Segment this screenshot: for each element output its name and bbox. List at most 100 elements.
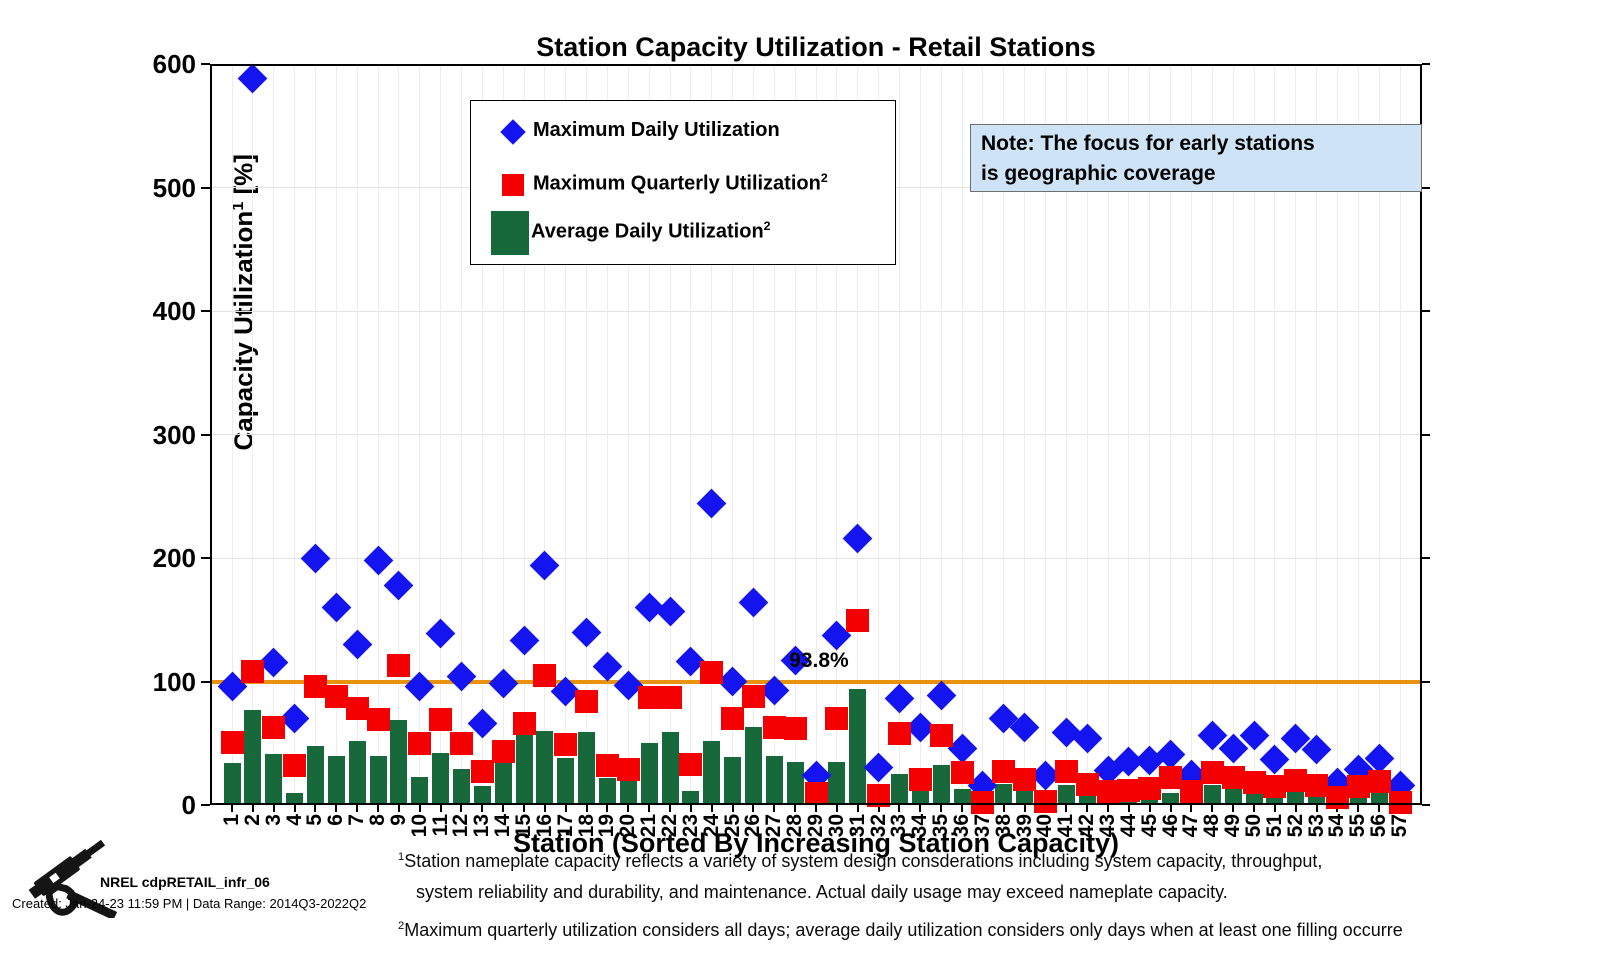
x-tick-station-39 [1023,805,1026,812]
x-tick-station-6 [335,805,338,812]
x-tick-station-48 [1211,805,1214,812]
x-tick-label-station-24: 24 [699,814,723,838]
max-daily-marker-station-7 [342,629,372,660]
v-gridline-station-27 [773,64,775,805]
x-tick-label-station-38: 38 [991,814,1015,838]
x-tick-station-19 [606,805,609,812]
x-tick-station-21 [648,805,651,812]
x-tick-station-38 [1002,805,1005,812]
note-line-1: Note: The focus for early stations [981,132,1315,155]
y-tick-200 [201,557,210,559]
avg-daily-bar-station-50 [1245,792,1263,805]
x-tick-station-8 [377,805,379,812]
max-daily-marker-station-8 [363,545,393,576]
avg-daily-bar-station-22 [661,732,679,805]
v-gridline-station-53 [1316,64,1318,805]
y-tick-label-300: 300 [152,419,196,450]
avg-daily-bar-station-21 [640,743,658,805]
avg-daily-bar-station-27 [765,755,783,805]
max-quarterly-marker-station-36 [950,761,974,785]
v-gridline-station-23 [690,64,692,805]
max-daily-marker-station-9 [383,570,414,601]
x-tick-station-13 [481,805,484,812]
avg-daily-bar-station-12 [452,769,470,805]
v-gridline-station-16 [544,64,546,805]
x-tick-station-25 [731,805,734,812]
v-gridline-station-52 [1295,64,1297,805]
avg-daily-bar-station-36 [953,788,971,805]
max-quarterly-marker-station-50 [1242,771,1266,795]
v-gridline-station-51 [1274,64,1276,805]
x-tick-label-station-23: 23 [678,814,702,838]
max-quarterly-marker-station-19 [595,753,619,777]
green-bar-icon [491,211,529,255]
avg-daily-bar-station-1 [223,763,241,805]
legend-item-max-quarterly: Maximum Quarterly Utilization2 [471,161,895,211]
v-gridline-station-31 [857,64,859,805]
max-daily-marker-station-33 [884,683,915,714]
avg-daily-bar-station-3 [265,754,283,805]
x-tick-station-2 [251,805,254,812]
y-tick-right-400 [1422,310,1430,312]
avg-daily-bar-station-23 [682,791,700,805]
max-daily-marker-station-14 [488,669,518,699]
x-tick-station-9 [397,805,400,812]
avg-daily-bar-station-2 [244,709,262,805]
max-quarterly-marker-station-21 [637,686,661,710]
max-quarterly-marker-station-15 [512,711,536,735]
plot-area: 93.8% [210,63,1422,815]
avg-daily-bar-station-10 [411,776,429,805]
avg-daily-bar-station-25 [724,756,742,805]
max-quarterly-marker-station-16 [533,663,557,687]
v-gridline-station-7 [356,64,358,805]
max-daily-marker-station-24 [696,488,727,519]
v-gridline-station-9 [398,64,400,805]
avg-daily-bar-station-20 [619,775,637,805]
max-daily-marker-station-31 [842,523,873,554]
avg-daily-bar-station-28 [786,761,804,805]
x-tick-label-station-15: 15 [512,814,535,838]
footnote-2: 2Maximum quarterly utilization considers… [398,920,1403,940]
x-tick-label-station-49: 49 [1221,814,1245,838]
x-tick-label-station-50: 50 [1242,814,1265,838]
legend-footnote-marker: 2 [820,171,828,185]
max-daily-marker-station-11 [425,618,456,649]
max-quarterly-marker-station-14 [491,740,515,764]
x-tick-station-52 [1294,805,1297,812]
x-tick-station-5 [314,805,317,812]
avg-daily-bar-station-15 [515,730,533,805]
avg-daily-bar-station-4 [286,792,304,805]
v-gridline-station-49 [1232,64,1234,805]
x-tick-label-station-52: 52 [1283,814,1307,838]
x-tick-label-station-21: 21 [637,814,661,838]
legend-item-max-daily: Maximum Daily Utilization [471,109,895,159]
max-quarterly-marker-station-10 [408,731,432,755]
max-daily-marker-station-2 [237,63,268,94]
v-gridline-station-44 [1128,64,1130,805]
x-tick-label-station-16: 16 [532,814,556,838]
avg-daily-bar-station-51 [1266,797,1284,805]
max-quarterly-marker-station-51 [1263,774,1287,798]
x-tick-station-24 [710,805,713,812]
y-tick-right-200 [1422,557,1430,559]
max-quarterly-marker-station-13 [470,760,494,784]
x-tick-label-station-10: 10 [407,814,431,838]
x-tick-label-station-31: 31 [845,814,869,838]
max-daily-marker-station-12 [446,661,477,692]
max-quarterly-marker-station-30 [825,707,849,731]
avg-daily-bar-station-45 [1141,798,1159,805]
x-tick-station-29 [815,805,817,812]
y-tick-right-500 [1422,186,1430,189]
v-gridline-station-11 [440,64,442,805]
y-tick-label-600: 600 [152,49,196,79]
v-gridline-station-33 [898,64,900,805]
x-tick-label-station-55: 55 [1346,814,1370,838]
v-gridline-station-4 [294,64,296,805]
max-quarterly-marker-station-2 [241,660,265,684]
avg-daily-bar-station-8 [369,755,387,805]
v-gridline-station-45 [1149,64,1151,805]
v-gridline-station-5 [314,64,316,805]
max-daily-marker-station-32 [863,753,894,783]
note-line-2: is geographic coverage [981,162,1216,185]
max-quarterly-marker-station-29 [804,782,828,806]
